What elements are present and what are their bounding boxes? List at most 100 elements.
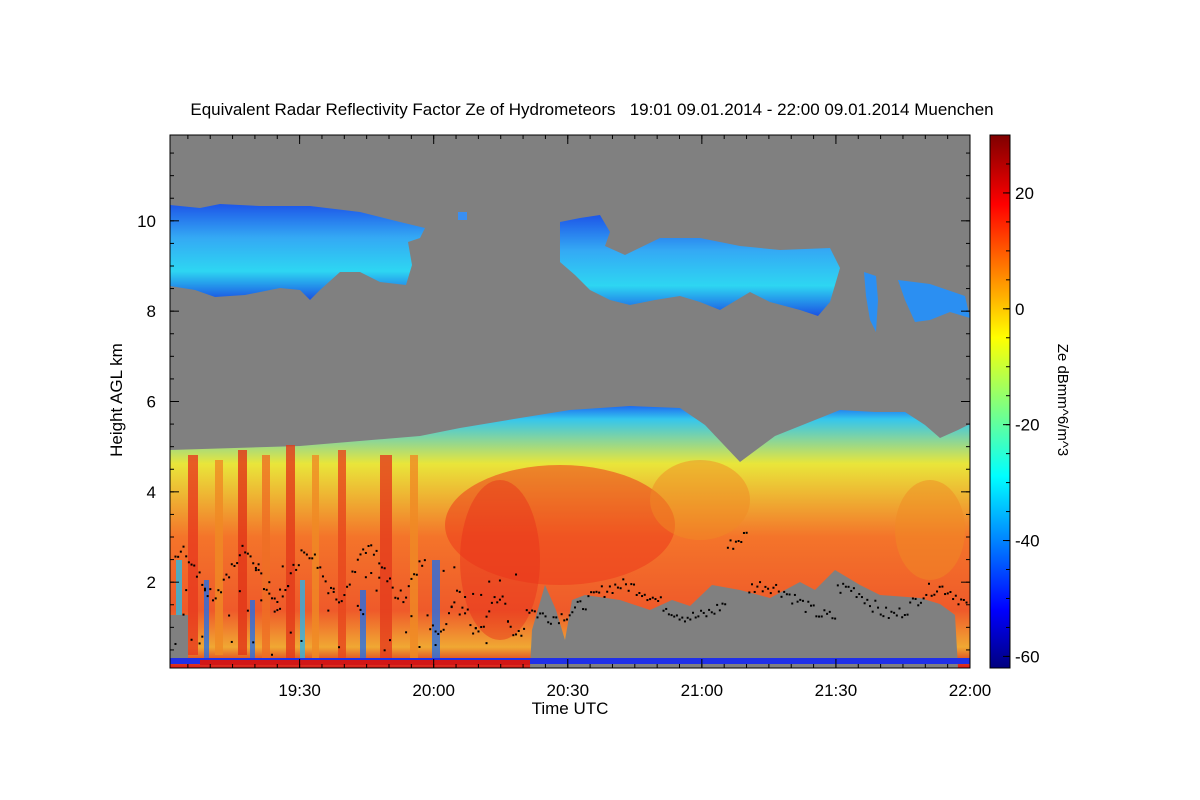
melting-dot (228, 614, 231, 617)
melting-dot (759, 581, 762, 584)
melting-dot (488, 580, 491, 583)
melting-dot (523, 627, 526, 630)
x-tick-label: 20:00 (412, 681, 455, 700)
melting-dot (930, 594, 933, 597)
melting-dot (300, 639, 303, 642)
melting-dot (909, 601, 912, 604)
melting-dot (515, 633, 518, 636)
melting-dot (238, 590, 241, 593)
melting-dot (480, 626, 483, 629)
melting-dot (193, 564, 196, 567)
melting-dot (423, 559, 426, 562)
melting-dot (480, 593, 483, 596)
melting-dot (305, 553, 308, 556)
melting-dot (410, 615, 413, 618)
melting-dot (182, 545, 185, 548)
melting-dot (793, 593, 796, 596)
melting-dot (582, 608, 585, 611)
melting-dot (708, 608, 711, 611)
melting-dot (796, 600, 799, 603)
melting-dot (777, 590, 780, 593)
melting-dot (397, 597, 400, 600)
melting-dot (882, 615, 885, 618)
colorbar-tick-label: 20 (1015, 184, 1034, 203)
melting-dot (292, 563, 295, 566)
melting-dot (611, 592, 614, 595)
melting-dot (616, 586, 619, 589)
melting-dot (595, 590, 598, 593)
melting-dot (667, 613, 670, 616)
melting-dot (319, 566, 322, 569)
melting-dot (630, 583, 633, 586)
melting-dot (324, 580, 327, 583)
melting-dot (855, 596, 858, 599)
core-high-reflectivity (445, 465, 675, 585)
melting-dot (906, 613, 909, 616)
melting-dot (348, 583, 351, 586)
melting-dot (887, 617, 890, 620)
melting-dot (850, 589, 853, 592)
melting-dot (388, 639, 391, 642)
melting-dot (635, 593, 638, 596)
melting-dot (737, 540, 740, 543)
melting-dot (852, 587, 855, 590)
melting-dot (198, 642, 201, 645)
melting-dot (745, 531, 748, 534)
melting-dot (402, 601, 405, 604)
x-minor-ticks (187, 135, 949, 668)
melting-dot (560, 613, 563, 616)
melting-dot (214, 597, 217, 600)
melting-dot (772, 586, 775, 589)
melting-dot (783, 590, 786, 593)
melting-dot (815, 615, 818, 618)
melting-dot (512, 634, 515, 637)
melting-dot (415, 573, 418, 576)
melting-dot (244, 551, 247, 554)
melting-dot (359, 608, 362, 611)
melting-dot (820, 615, 823, 618)
melting-dot (203, 587, 206, 590)
melting-dot (890, 610, 893, 613)
melting-dot (834, 617, 837, 620)
melting-dot (670, 614, 673, 617)
melting-dot (549, 622, 552, 625)
melting-dot (673, 615, 676, 618)
melting-dot (383, 567, 386, 570)
melting-dot (453, 566, 456, 569)
melting-dot (568, 614, 571, 617)
x-axis-label: Time UTC (532, 699, 609, 718)
melting-dot (729, 539, 732, 542)
melting-dot (702, 611, 705, 614)
melting-dot (879, 613, 882, 616)
melting-dot (590, 591, 593, 594)
melting-layer-markers (174, 531, 968, 656)
melting-dot (431, 624, 434, 627)
melting-dot (354, 571, 357, 574)
melting-dot (515, 573, 518, 576)
colorbar-label: Ze dBmm^6/m^3 (1054, 344, 1071, 456)
melting-dot (246, 552, 249, 555)
melting-dot (742, 531, 745, 534)
melting-dot (960, 598, 963, 601)
melting-dot (281, 565, 284, 568)
melting-dot (818, 615, 821, 618)
melting-dot (177, 555, 180, 558)
melting-dot (700, 609, 703, 612)
melting-dot (944, 593, 947, 596)
melting-dot (418, 645, 421, 648)
melting-dot (498, 598, 501, 601)
melting-dot (831, 617, 834, 620)
melting-dot (287, 585, 290, 588)
melting-dot (860, 596, 863, 599)
melting-dot (391, 586, 394, 589)
melting-dot (917, 604, 920, 607)
melting-dot (828, 610, 831, 613)
melting-dot (378, 576, 381, 579)
melting-dot (901, 616, 904, 619)
melting-dot (410, 577, 413, 580)
melting-dot (482, 625, 485, 628)
melting-dot (434, 644, 437, 647)
y-tick-label: 8 (147, 302, 156, 321)
melting-dot (313, 553, 316, 556)
